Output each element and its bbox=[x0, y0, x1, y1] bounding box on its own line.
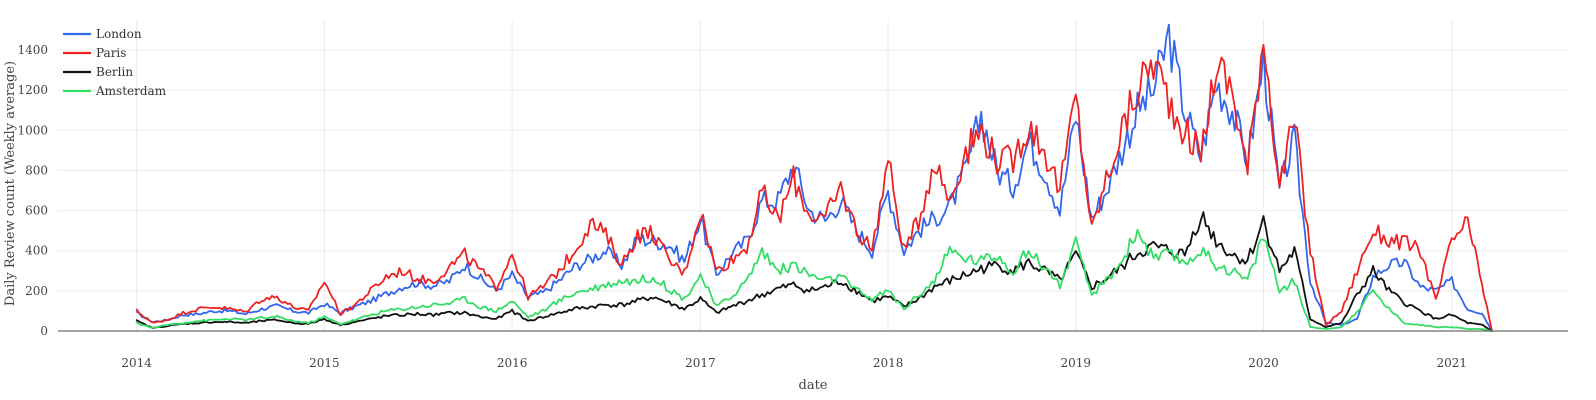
x-tick-label: 2020 bbox=[1248, 356, 1279, 370]
y-tick-label: 600 bbox=[25, 204, 48, 218]
y-tick-label: 400 bbox=[25, 244, 48, 258]
x-tick-label: 2016 bbox=[497, 356, 528, 370]
legend-item-berlin[interactable]: Berlin bbox=[63, 65, 133, 79]
x-tick-label: 2018 bbox=[873, 356, 904, 370]
x-tick-label: 2015 bbox=[309, 356, 340, 370]
y-tick-label: 200 bbox=[25, 284, 48, 298]
legend-item-amsterdam[interactable]: Amsterdam bbox=[63, 84, 167, 98]
y-tick-label: 0 bbox=[40, 324, 48, 338]
y-axis-title: Daily Review count (Weekly average) bbox=[3, 61, 18, 306]
grid-layer bbox=[58, 20, 1568, 331]
legend-label: Paris bbox=[96, 46, 126, 60]
legend-item-paris[interactable]: Paris bbox=[63, 46, 126, 60]
series-layer bbox=[135, 23, 1493, 332]
x-tick-label: 2021 bbox=[1436, 356, 1467, 370]
axis-layer: 0 200 400 600 800 1000 1200 1400 2014 2015 2016 201… bbox=[17, 43, 1568, 370]
legend-label: Amsterdam bbox=[95, 84, 167, 98]
series-line-berlin bbox=[135, 211, 1493, 332]
legend: London Paris Berlin Amsterdam bbox=[63, 27, 167, 98]
series-line-paris bbox=[135, 43, 1493, 332]
legend-label: Berlin bbox=[96, 65, 133, 79]
y-tick-label: 1200 bbox=[17, 83, 48, 97]
y-tick-label: 1000 bbox=[17, 123, 48, 137]
series-line-amsterdam bbox=[135, 228, 1493, 332]
x-axis-title: date bbox=[799, 378, 828, 393]
x-tick-label: 2014 bbox=[121, 356, 152, 370]
y-tick-label: 1400 bbox=[17, 43, 48, 57]
x-tick-label: 2019 bbox=[1061, 356, 1092, 370]
legend-item-london[interactable]: London bbox=[63, 27, 142, 41]
y-tick-label: 800 bbox=[25, 163, 48, 177]
x-tick-label: 2017 bbox=[685, 356, 716, 370]
legend-label: London bbox=[96, 27, 142, 41]
